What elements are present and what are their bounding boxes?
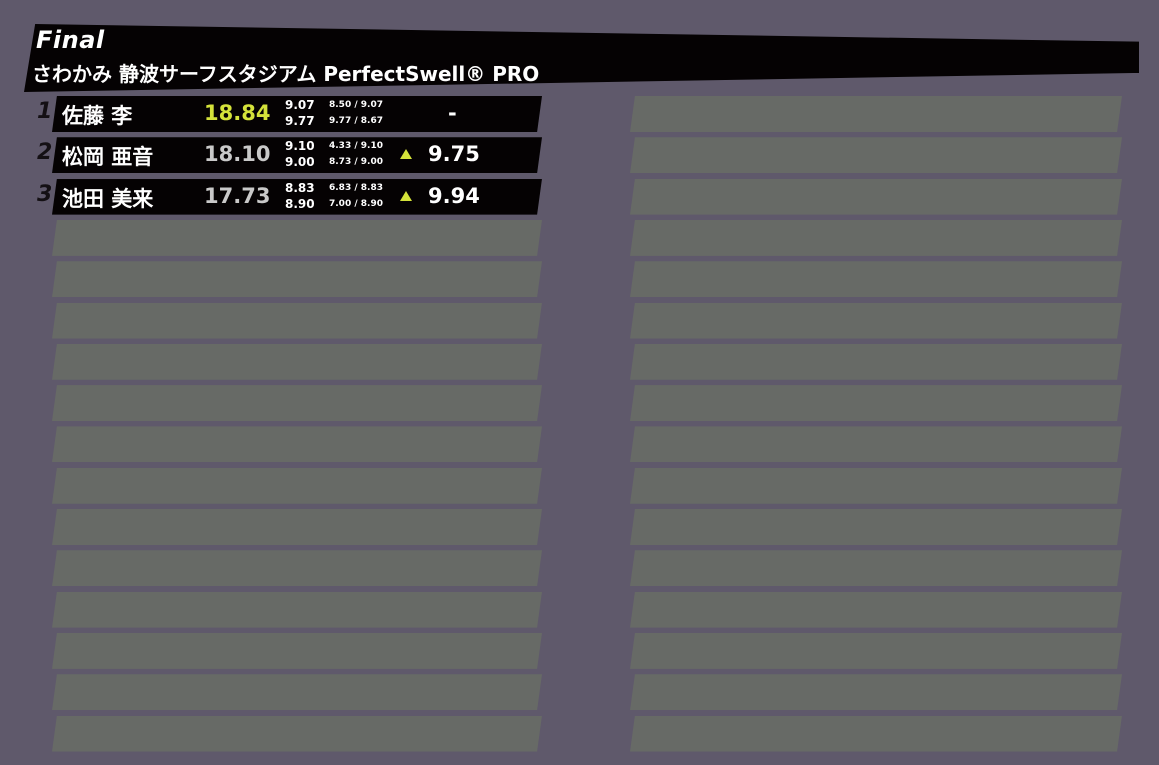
judge-scores-2: 9.77 / 8.67 <box>329 116 383 126</box>
wave-score-2: 9.77 <box>285 114 315 128</box>
empty-row <box>52 302 542 339</box>
empty-row <box>630 426 1122 463</box>
empty-row <box>52 715 542 752</box>
empty-row <box>630 550 1122 587</box>
result-row: 池田 美来 17.73 8.83 8.90 6.83 / 8.83 7.00 / 8.90… <box>52 178 542 215</box>
surfer-name: 佐藤 李 <box>62 104 133 128</box>
surfer-name: 池田 美来 <box>62 186 154 211</box>
empty-row <box>630 385 1122 422</box>
empty-row <box>52 550 542 587</box>
empty-row <box>630 96 1122 132</box>
total-score: 18.10 <box>204 142 271 167</box>
empty-row <box>52 509 542 545</box>
total-score: 17.73 <box>204 183 271 208</box>
heat-title: Final <box>36 26 105 54</box>
empty-row <box>630 178 1122 215</box>
empty-row <box>630 467 1122 504</box>
empty-row <box>52 674 542 711</box>
empty-row <box>630 343 1122 380</box>
triangle-up-icon <box>400 149 412 160</box>
needs-score: 9.94 <box>428 183 480 208</box>
surfer-name: 松岡 亜音 <box>62 145 154 170</box>
empty-row <box>52 261 542 298</box>
empty-row <box>52 632 542 669</box>
needs-score: - <box>448 101 457 125</box>
triangle-up-icon <box>400 190 412 201</box>
event-title: さわかみ 静波サーフスタジアム PerfectSwell® PRO <box>32 62 540 86</box>
wave-score-1: 9.07 <box>285 98 315 112</box>
empty-row <box>52 385 542 422</box>
empty-row <box>52 591 542 628</box>
empty-row <box>52 219 542 256</box>
rank-number: 3 <box>37 181 53 207</box>
result-row: 佐藤 李 18.84 9.07 9.77 8.50 / 9.07 9.77 / 8.67 - <box>52 96 542 132</box>
judge-scores-2: 7.00 / 8.90 <box>329 198 383 209</box>
empty-row <box>630 674 1122 711</box>
empty-row <box>630 715 1122 752</box>
judge-scores-1: 8.50 / 9.07 <box>329 100 383 110</box>
empty-row <box>630 591 1122 628</box>
wave-score-1: 8.83 <box>285 180 315 195</box>
rank-number: 2 <box>37 140 53 166</box>
empty-row <box>630 509 1122 545</box>
wave-score-2: 9.00 <box>285 155 315 170</box>
wave-score-1: 9.10 <box>285 139 315 154</box>
empty-row <box>630 219 1122 256</box>
rank-number: 1 <box>37 99 53 124</box>
empty-row <box>52 426 542 463</box>
judge-scores-1: 4.33 / 9.10 <box>329 141 383 152</box>
result-row: 松岡 亜音 18.10 9.10 9.00 4.33 / 9.10 8.73 / 9.00… <box>52 137 542 174</box>
judge-scores-1: 6.83 / 8.83 <box>329 182 383 193</box>
needs-score: 9.75 <box>428 142 480 167</box>
judge-scores-2: 8.73 / 9.00 <box>329 157 383 168</box>
empty-row <box>52 343 542 380</box>
wave-score-2: 8.90 <box>285 196 315 211</box>
empty-row <box>630 632 1122 669</box>
empty-row <box>630 261 1122 298</box>
empty-row <box>52 467 542 504</box>
total-score: 18.84 <box>204 101 271 125</box>
empty-row <box>630 137 1122 174</box>
empty-row <box>630 302 1122 339</box>
